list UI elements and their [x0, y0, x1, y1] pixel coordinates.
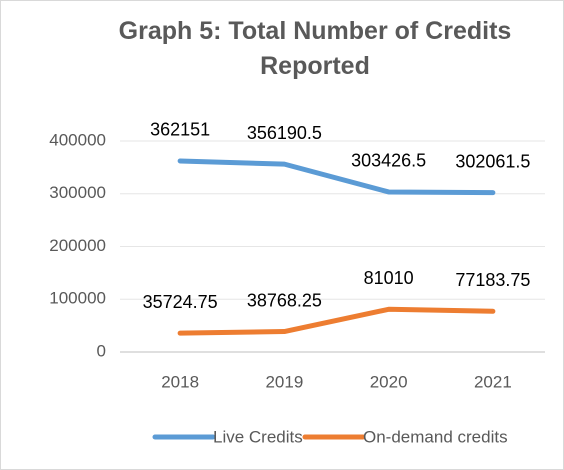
y-tick-label: 300000 [49, 183, 106, 202]
y-tick-label: 400000 [49, 130, 106, 149]
chart-title: Graph 5: Total Number of Credits Reporte… [118, 17, 512, 80]
legend-label: Live Credits [213, 427, 303, 446]
y-tick-label: 100000 [49, 289, 106, 308]
data-label: 362151 [150, 120, 210, 140]
x-tick-label: 2021 [474, 372, 512, 391]
series-line [177, 306, 496, 336]
y-tick-label: 200000 [49, 236, 106, 255]
legend-label: On-demand credits [363, 427, 508, 446]
data-label: 356190.5 [247, 123, 322, 143]
y-tick-label: 0 [97, 341, 106, 360]
data-label: 77183.75 [455, 270, 530, 290]
data-label: 35724.75 [143, 292, 218, 312]
x-tick-label: 2020 [370, 372, 408, 391]
series-line [177, 158, 496, 196]
data-label: 81010 [364, 268, 414, 288]
data-label: 302061.5 [455, 151, 530, 171]
x-tick-label: 2018 [161, 372, 199, 391]
x-tick-label: 2019 [265, 372, 303, 391]
data-label: 303426.5 [351, 151, 426, 171]
data-label: 38768.25 [247, 290, 322, 310]
